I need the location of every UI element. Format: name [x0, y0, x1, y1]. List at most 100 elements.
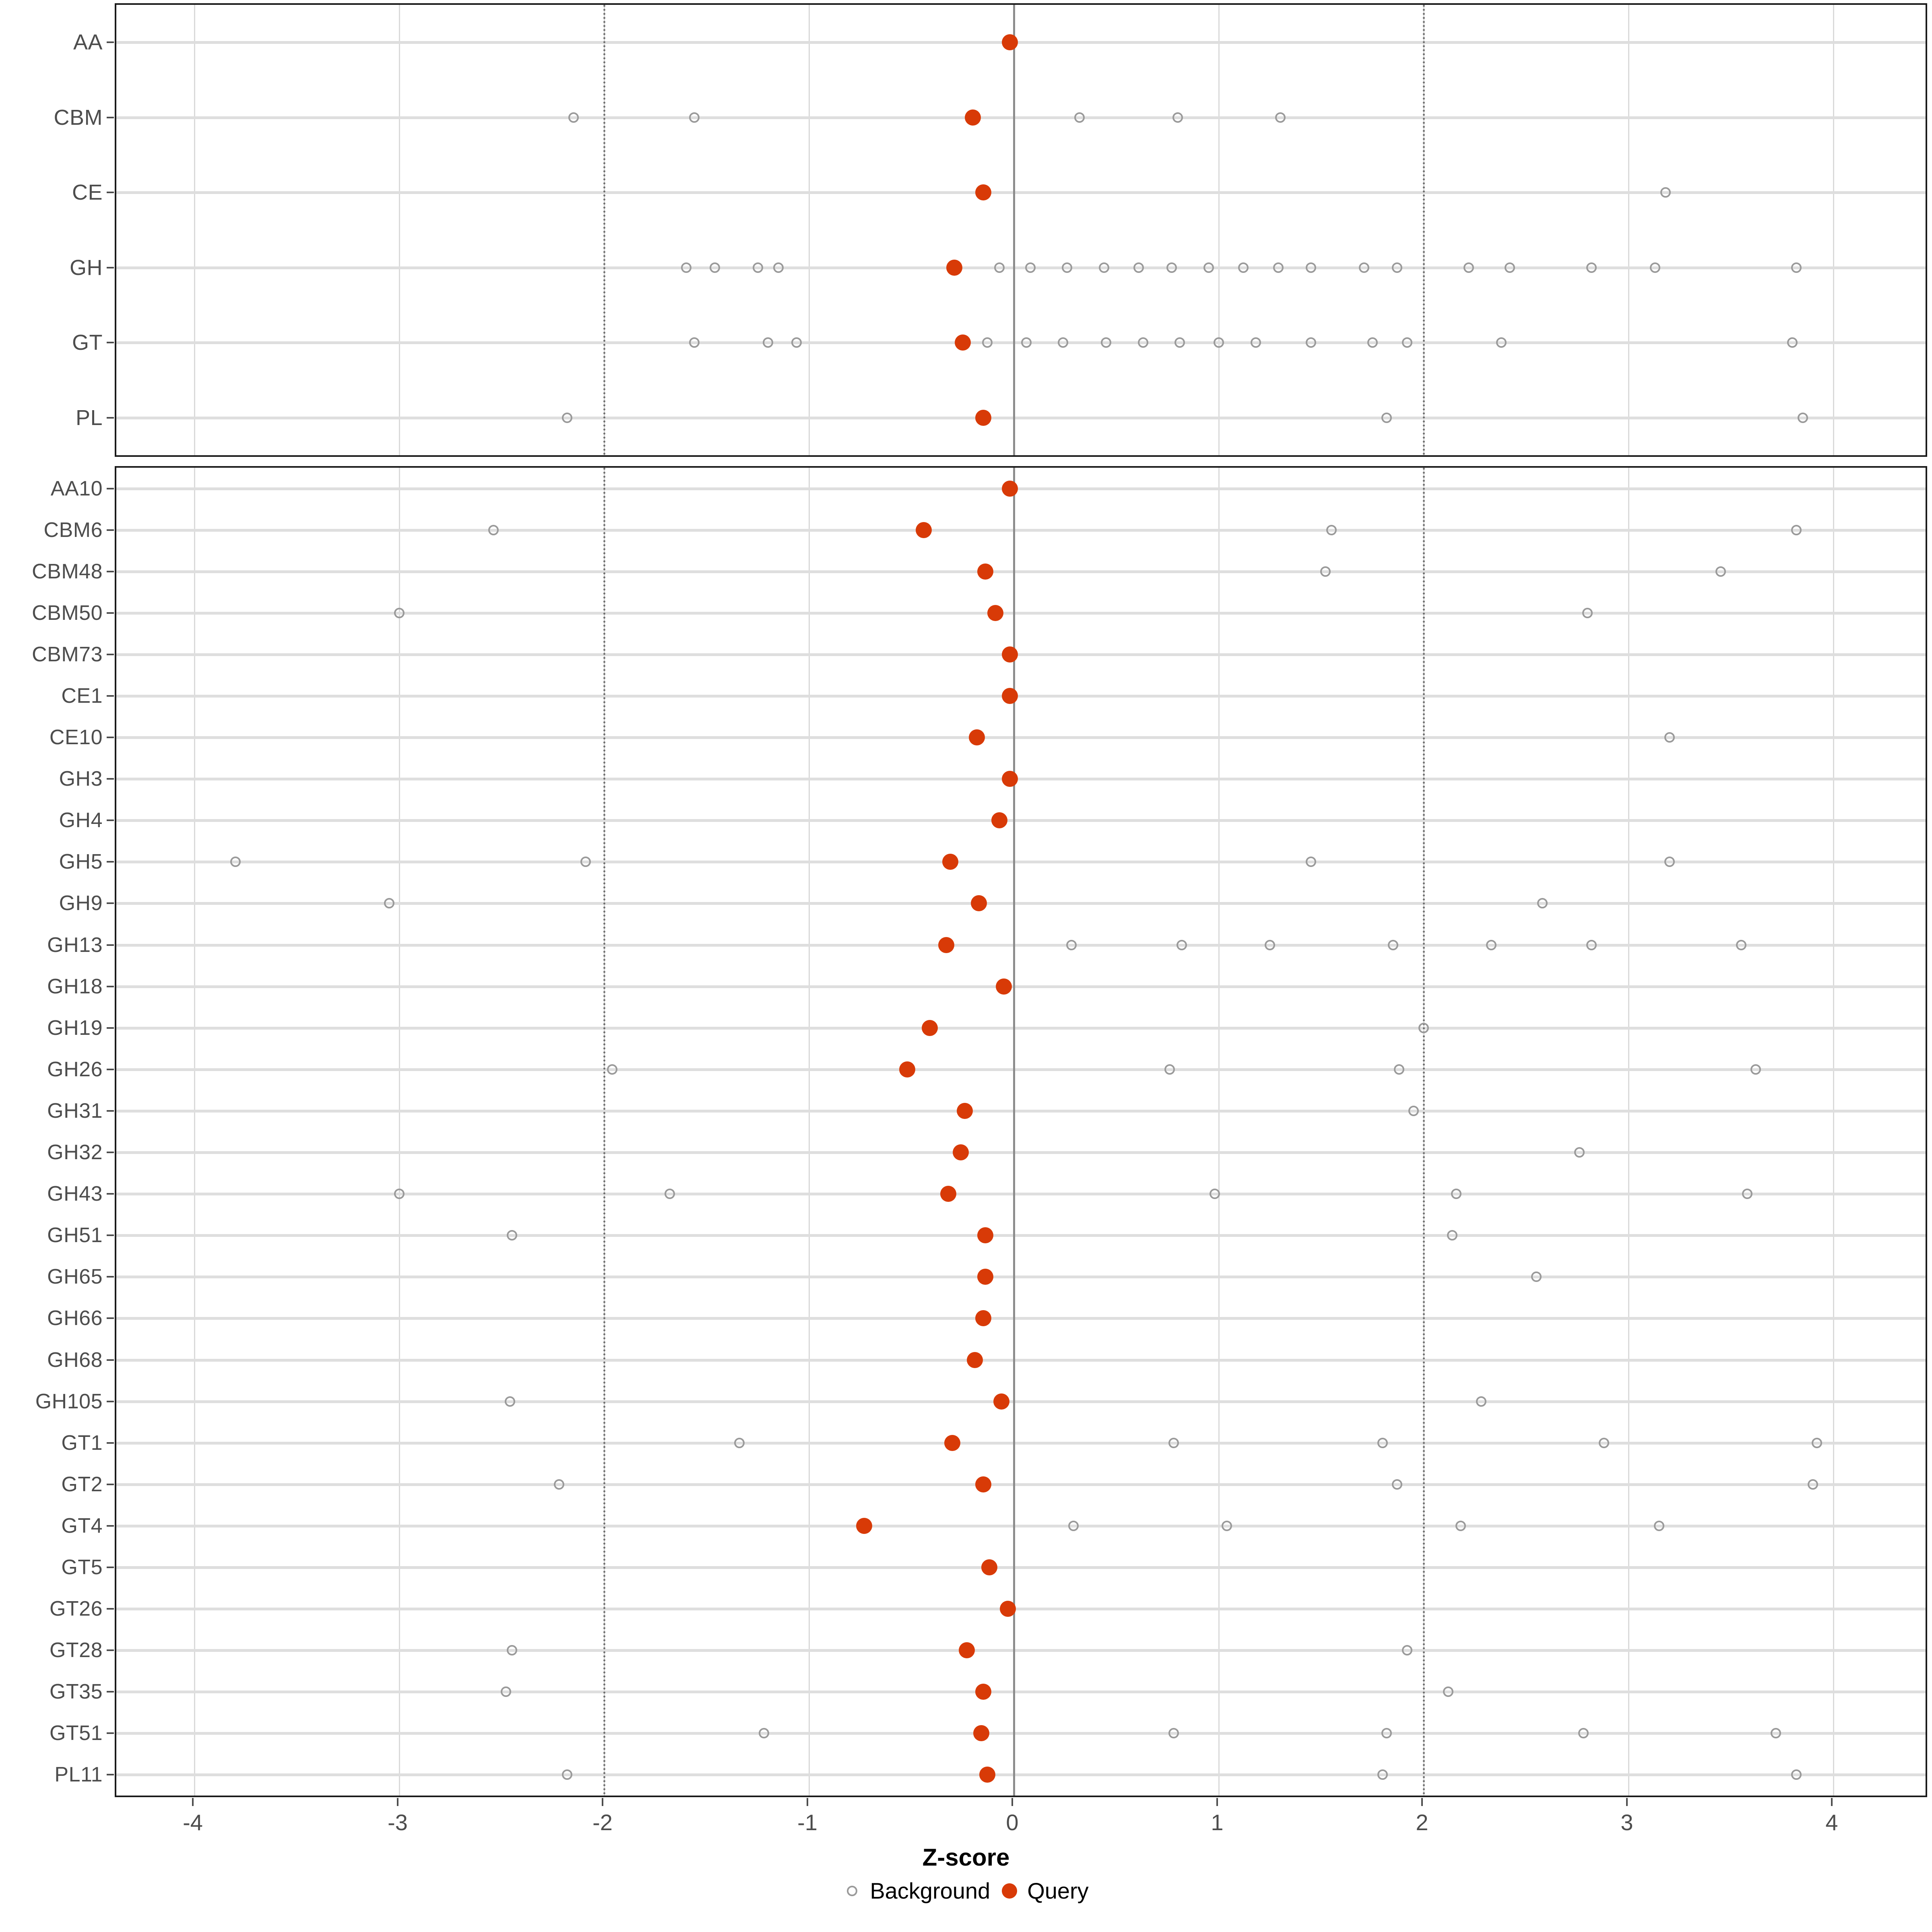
cazyme-class-plot-area — [116, 5, 1926, 455]
horizontal-gridline — [116, 1690, 1926, 1694]
cazyme-family-panel — [115, 466, 1927, 1797]
y-axis-tick — [107, 1068, 114, 1070]
y-axis-tick-label: GH — [70, 255, 103, 280]
legend-label-background: Background — [870, 1878, 991, 1903]
y-axis-tick — [107, 116, 114, 118]
horizontal-gridline — [116, 1358, 1926, 1362]
horizontal-gridline — [116, 1649, 1926, 1652]
y-axis-tick-label: AA — [73, 30, 103, 55]
y-axis-tick-label: GH65 — [47, 1265, 103, 1289]
query-data-point — [969, 729, 985, 746]
horizontal-gridline — [116, 41, 1926, 44]
x-axis-tick-label: 3 — [1620, 1810, 1633, 1835]
y-axis-tick — [107, 861, 114, 863]
horizontal-gridline — [116, 861, 1926, 864]
y-axis-tick-label: CBM73 — [32, 642, 103, 666]
x-axis-tick — [807, 1798, 808, 1806]
horizontal-gridline — [116, 1732, 1926, 1735]
background-data-point — [689, 112, 700, 123]
background-data-point — [1222, 1520, 1232, 1531]
vertical-gridline — [1628, 5, 1629, 455]
horizontal-gridline — [116, 1483, 1926, 1486]
background-data-point — [1582, 607, 1593, 618]
x-axis-tick-label: -2 — [592, 1810, 613, 1835]
background-data-point — [1381, 1728, 1392, 1739]
background-data-point — [1660, 187, 1671, 198]
horizontal-gridline — [116, 1109, 1926, 1113]
cazyme-family-plot-area — [116, 468, 1926, 1796]
filled-circle-icon — [1001, 1882, 1018, 1900]
query-data-point — [971, 895, 987, 912]
background-data-point — [1402, 1645, 1413, 1656]
query-data-point — [1001, 480, 1018, 497]
x-axis-tick-label: 0 — [1006, 1810, 1019, 1835]
background-data-point — [1377, 1437, 1388, 1448]
background-data-point — [1250, 337, 1261, 348]
background-data-point — [1133, 262, 1144, 273]
chart-legend: Background Query — [0, 1878, 1932, 1904]
background-data-point — [1381, 412, 1392, 423]
background-data-point — [1797, 412, 1808, 423]
vertical-gridline — [809, 468, 810, 1796]
background-data-point — [1742, 1189, 1753, 1199]
background-data-point — [1101, 337, 1112, 348]
y-axis-tick-label: CBM — [54, 105, 103, 130]
background-data-point — [734, 1437, 745, 1448]
query-data-point — [1001, 771, 1018, 787]
y-axis-tick-label: GH105 — [35, 1389, 103, 1413]
y-axis-tick — [107, 529, 114, 531]
background-data-point — [1066, 939, 1077, 950]
background-data-point — [1664, 857, 1675, 867]
vertical-gridline — [1833, 5, 1834, 455]
y-axis-tick-label: GH51 — [47, 1224, 103, 1247]
query-data-point — [954, 334, 971, 351]
y-axis-tick — [107, 1483, 114, 1485]
x-axis-tick — [1216, 1798, 1218, 1806]
query-data-point — [1001, 688, 1018, 704]
query-data-point — [1001, 646, 1018, 663]
vertical-gridline — [1218, 5, 1220, 455]
y-axis-tick — [107, 612, 114, 614]
horizontal-gridline — [116, 341, 1926, 345]
background-data-point — [1791, 1769, 1802, 1780]
background-data-point — [1377, 1769, 1388, 1780]
y-axis-tick-label: GT5 — [61, 1555, 103, 1579]
horizontal-gridline — [116, 1400, 1926, 1403]
y-axis-tick — [107, 41, 114, 43]
horizontal-gridline — [116, 736, 1926, 739]
query-data-point — [977, 563, 993, 580]
background-data-point — [1273, 262, 1284, 273]
legend-label-query: Query — [1027, 1878, 1089, 1903]
query-data-point — [975, 1476, 991, 1492]
background-data-point — [1387, 939, 1398, 950]
background-data-point — [1537, 898, 1548, 909]
y-axis-tick-label: PL — [75, 405, 103, 430]
query-data-point — [956, 1102, 973, 1119]
horizontal-gridline — [116, 1193, 1926, 1196]
background-data-point — [607, 1064, 618, 1075]
background-data-point — [1068, 1520, 1079, 1531]
background-data-point — [554, 1479, 565, 1490]
y-axis-tick-label: GT26 — [49, 1597, 103, 1621]
background-data-point — [568, 112, 579, 123]
vertical-gridline — [1218, 468, 1220, 1796]
x-axis-tick — [192, 1798, 194, 1806]
y-axis-tick — [107, 1774, 114, 1776]
horizontal-gridline — [116, 1151, 1926, 1154]
horizontal-gridline — [116, 778, 1926, 781]
background-data-point — [681, 262, 691, 273]
y-axis-tick — [107, 1027, 114, 1029]
query-data-point — [977, 1227, 993, 1244]
background-data-point — [1812, 1437, 1823, 1448]
background-data-point — [1391, 1479, 1402, 1490]
horizontal-gridline — [116, 487, 1926, 490]
y-axis-tick — [107, 1359, 114, 1361]
x-axis-tick-label: -4 — [183, 1810, 203, 1835]
y-axis-tick-label: GT2 — [61, 1472, 103, 1496]
vertical-gridline — [399, 5, 400, 455]
y-axis-tick-label: GH43 — [47, 1182, 103, 1206]
background-data-point — [763, 337, 774, 348]
x-axis-tick — [1626, 1798, 1628, 1806]
y-axis-tick — [107, 487, 114, 489]
y-axis-tick — [107, 1525, 114, 1527]
